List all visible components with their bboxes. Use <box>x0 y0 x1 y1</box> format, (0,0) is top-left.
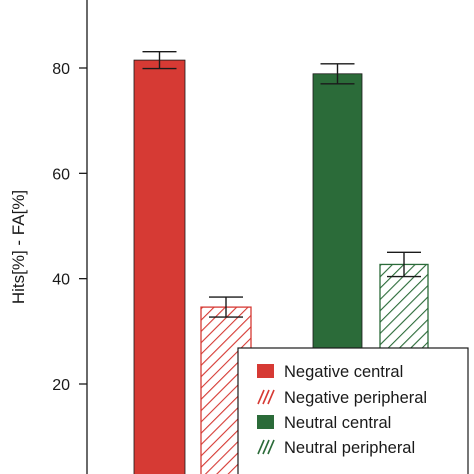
legend-label: Neutral central <box>284 414 391 432</box>
legend-box <box>237 347 469 474</box>
legend-swatch-hatched <box>257 439 275 455</box>
y-axis-title: Hits[%] - FA[%] <box>9 190 28 304</box>
y-ticks-layer: 20 40 60 80 <box>52 61 87 394</box>
legend-label: Neutral peripheral <box>284 439 415 457</box>
y-tick-label: 20 <box>52 377 70 394</box>
error-bars-layer <box>142 50 421 318</box>
legend-item: Negative peripheral <box>257 389 427 407</box>
legend-item: Negative central <box>257 363 403 381</box>
legend: Negative central Negative peripheral Neutr… <box>237 347 469 474</box>
y-tick-label: 40 <box>52 272 70 289</box>
legend-item: Neutral central <box>257 414 391 432</box>
legend-swatch <box>257 364 274 378</box>
legend-item: Neutral peripheral <box>257 439 415 457</box>
legend-items: Negative central Negative peripheral Neutr… <box>257 363 427 457</box>
legend-label: Negative central <box>284 363 403 381</box>
error-bar <box>387 251 421 278</box>
y-tick-label: 60 <box>52 166 70 183</box>
error-bar <box>320 63 355 85</box>
bar-negative-central <box>133 59 186 474</box>
legend-swatch-hatched <box>257 389 275 405</box>
legend-label: Negative peripheral <box>284 389 427 407</box>
error-bar <box>142 50 177 70</box>
legend-swatch <box>257 415 274 429</box>
y-tick-label: 80 <box>52 61 70 78</box>
error-bar <box>209 296 243 318</box>
